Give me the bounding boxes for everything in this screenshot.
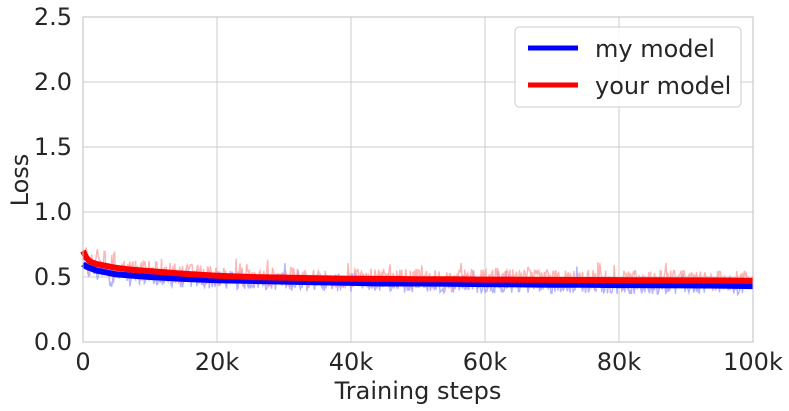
x-axis-label: Training steps (334, 377, 502, 405)
x-tick-label: 100k (723, 348, 783, 376)
legend-label-your-model: your model (595, 72, 731, 100)
x-tick-label: 40k (329, 348, 374, 376)
y-axis-label: Loss (6, 154, 34, 207)
y-tick-label: 2.5 (34, 3, 72, 31)
plot-frame (82, 16, 754, 343)
smooth-lines (80, 249, 754, 290)
y-tick-label: 1.5 (34, 133, 72, 161)
x-tick-label: 80k (597, 348, 642, 376)
x-tick-labels: 0 20k 40k 60k 80k 100k (75, 348, 783, 376)
y-tick-label: 0.0 (34, 328, 72, 356)
series-line-your-model (80, 249, 754, 284)
legend: my model your model (514, 26, 742, 108)
y-tick-label: 1.0 (34, 198, 72, 226)
legend-label-my-model: my model (595, 35, 715, 63)
y-tick-label: 2.0 (34, 68, 72, 96)
y-tick-label: 0.5 (34, 263, 72, 291)
x-tick-label: 20k (195, 348, 240, 376)
x-tick-label: 0 (75, 348, 90, 376)
y-tick-labels: 0.0 0.5 1.0 1.5 2.0 2.5 (34, 3, 72, 356)
x-tick-label: 60k (463, 348, 508, 376)
series-line-my-model (81, 261, 754, 290)
